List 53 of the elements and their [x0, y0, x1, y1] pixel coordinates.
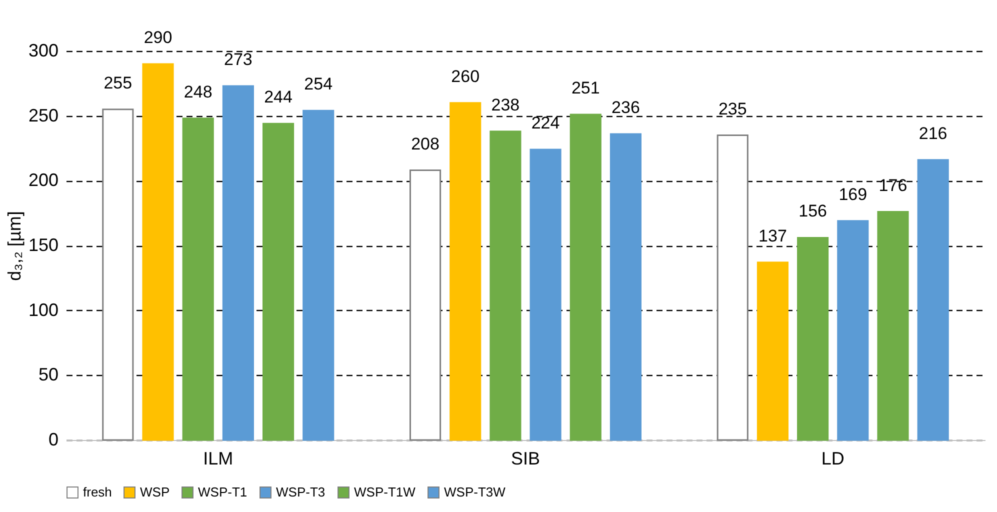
y-tick-label: 300	[28, 40, 58, 60]
y-tick-label: 0	[48, 430, 58, 450]
data-label: 273	[224, 50, 252, 70]
data-label: 260	[451, 66, 480, 86]
legend-label: fresh	[83, 484, 112, 500]
x-tick-label: LD	[821, 448, 844, 468]
bar	[182, 118, 214, 441]
bar	[797, 236, 829, 441]
data-label: 254	[304, 74, 333, 94]
legend-label: WSP-T1W	[354, 484, 416, 500]
bar	[716, 134, 748, 441]
y-axis-title: d₃,₂ [µm]	[4, 211, 24, 281]
legend-label: WSP-T1	[198, 484, 248, 500]
bar	[917, 159, 949, 441]
y-tick-label: 150	[28, 235, 58, 255]
y-tick-label: 200	[28, 170, 58, 190]
data-label: 248	[184, 82, 212, 102]
y-tick-label: 250	[28, 105, 58, 126]
data-label: 176	[878, 176, 908, 195]
data-label: 244	[264, 88, 292, 107]
bar	[142, 63, 174, 441]
data-label: 236	[612, 98, 640, 117]
data-label: 137	[758, 226, 787, 246]
x-tick-label: SIB	[510, 448, 540, 468]
data-label: 238	[491, 95, 520, 114]
data-label: 156	[798, 202, 827, 221]
bar	[490, 130, 522, 441]
data-label: 251	[571, 78, 600, 98]
bar	[302, 110, 334, 441]
data-label: 169	[838, 184, 868, 204]
data-label: 208	[411, 134, 440, 154]
bar	[877, 211, 909, 441]
data-label: 255	[104, 73, 132, 92]
x-tick-label: ILM	[203, 448, 234, 468]
data-label: 290	[144, 28, 172, 47]
bar	[450, 102, 482, 441]
y-tick-label: 50	[38, 364, 58, 385]
bar	[102, 108, 134, 441]
bar	[409, 170, 442, 441]
legend-label: WSP-T3W	[444, 484, 506, 500]
legend-label: WSP	[140, 484, 170, 500]
data-label: 216	[918, 124, 948, 143]
bar	[837, 220, 869, 441]
data-label: 224	[531, 114, 560, 133]
bar	[756, 262, 789, 441]
legend-label: WSP-T3	[276, 484, 326, 500]
y-tick-label: 100	[28, 300, 58, 320]
bar	[222, 85, 254, 441]
bar	[570, 114, 602, 441]
bar	[610, 133, 642, 441]
bar	[530, 148, 562, 441]
bar	[262, 122, 294, 441]
data-label: 235	[718, 99, 747, 118]
